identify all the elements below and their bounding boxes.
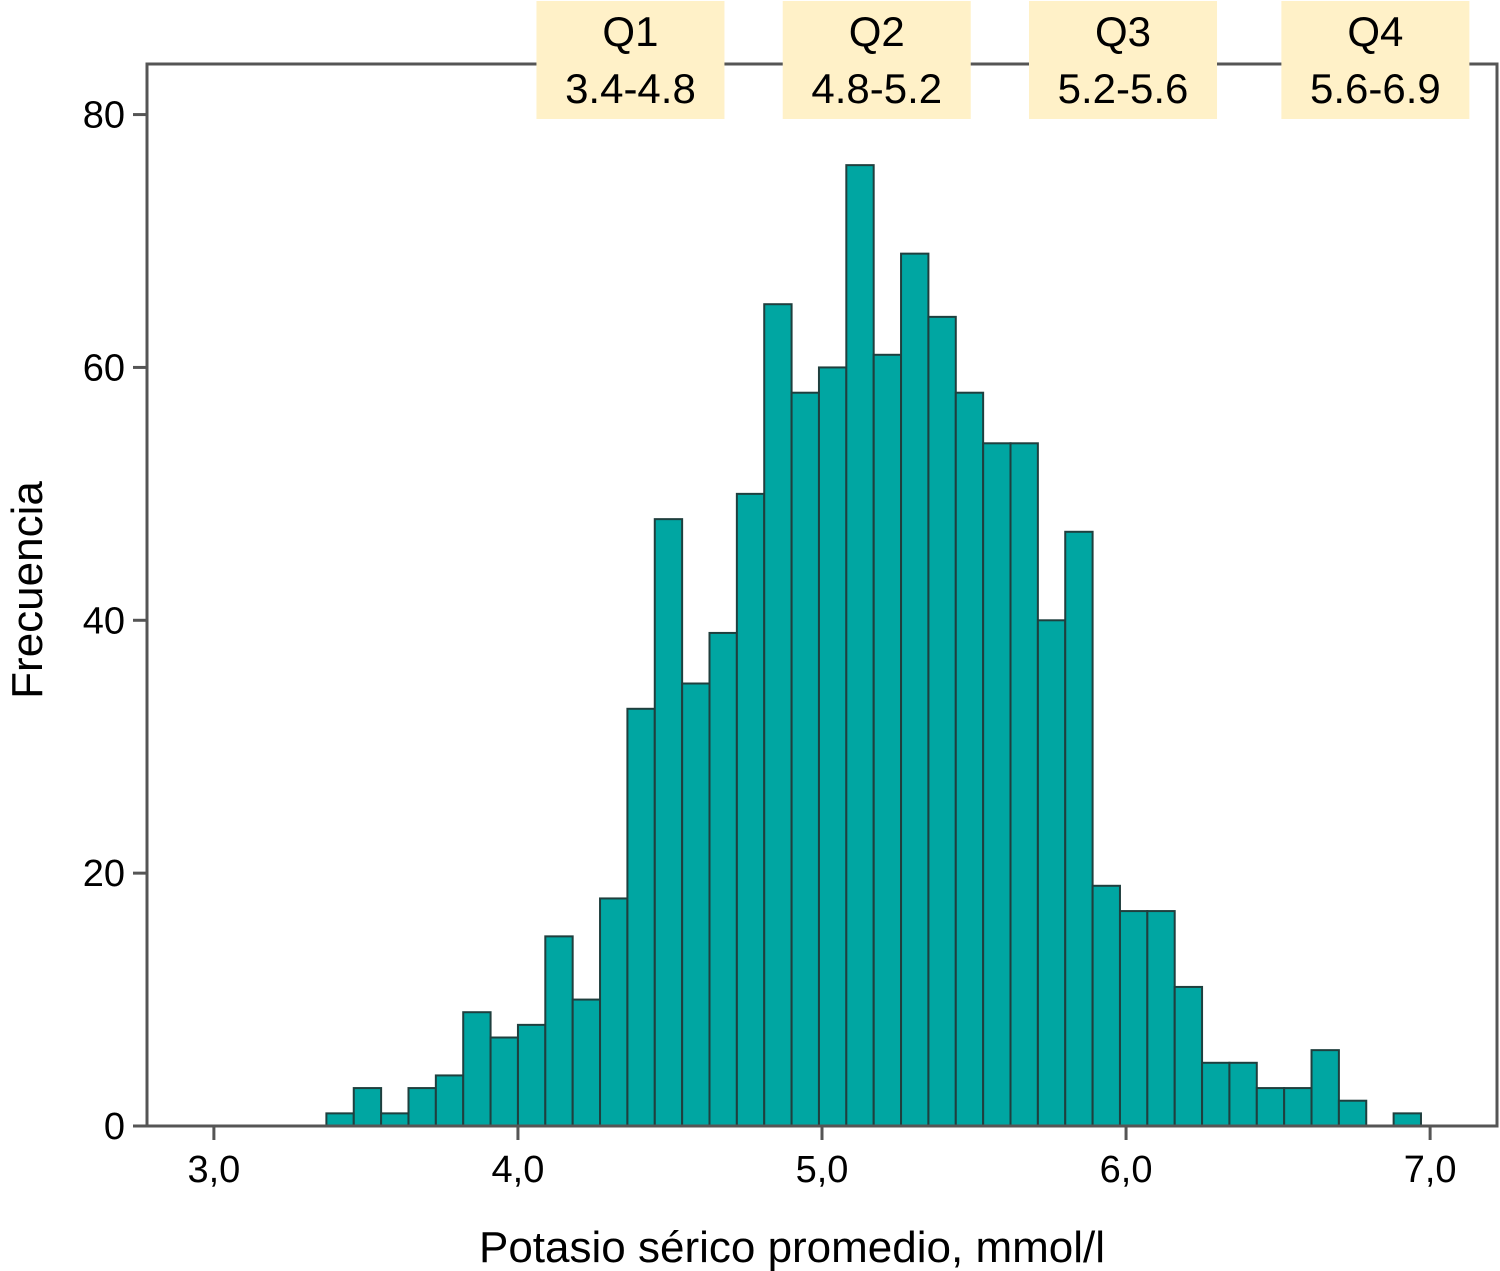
- x-tick-label-0: 3,0: [187, 1149, 240, 1191]
- histogram-bar-26: [1036, 619, 1067, 1127]
- histogram-bar-19: [845, 164, 875, 1127]
- x-tick-label-4: 7,0: [1404, 1149, 1457, 1191]
- histogram-bar-9: [571, 998, 602, 1128]
- histogram-bar-33: [1228, 1061, 1258, 1128]
- histogram-bar-25: [1009, 442, 1039, 1128]
- histogram-bar-10: [599, 897, 629, 1127]
- histogram-bar-15: [735, 492, 766, 1127]
- histogram-bar-35: [1283, 1087, 1313, 1127]
- histogram-bar-11: [626, 707, 656, 1127]
- histogram-bar-7: [516, 1023, 547, 1127]
- bars-group: [325, 164, 1422, 1128]
- histogram-bar-4: [434, 1074, 465, 1128]
- quartile-range-2: 4.8-5.2: [811, 65, 942, 112]
- histogram-bar-27: [1064, 530, 1094, 1127]
- histogram-bar-28: [1091, 884, 1121, 1127]
- histogram-bar-0: [325, 1112, 355, 1127]
- y-tick-label-4: 80: [83, 95, 125, 137]
- histogram-bar-12: [653, 518, 684, 1127]
- quartile-labels: Q1 3.4-4.8 Q2 4.8-5.2 Q3 5.2-5.6 Q4 5.6-6.9: [536, 1, 1470, 119]
- histogram-bar-37: [1337, 1099, 1368, 1127]
- histogram-bar-32: [1201, 1061, 1231, 1128]
- y-axis-title: Frecuencia: [3, 481, 52, 699]
- quartile-name-1: Q1: [602, 8, 658, 55]
- x-tick-label-3: 6,0: [1100, 1149, 1153, 1191]
- x-tick-label-2: 5,0: [796, 1149, 849, 1191]
- histogram-bar-13: [681, 682, 711, 1127]
- histogram-bar-30: [1146, 910, 1176, 1127]
- quartile-range-3: 5.2-5.6: [1058, 65, 1189, 112]
- y-tick-label-3: 60: [83, 347, 125, 389]
- quartile-box-3: [1029, 1, 1218, 119]
- y-axis: 0 20 40 60 80: [83, 95, 147, 1148]
- histogram-bar-36: [1310, 1049, 1340, 1128]
- histogram-bar-6: [489, 1036, 519, 1127]
- quartile-box-2: [782, 1, 971, 119]
- quartile-range-4: 5.6-6.9: [1310, 65, 1441, 112]
- quartile-range-1: 3.4-4.8: [565, 65, 696, 112]
- histogram-bar-34: [1255, 1087, 1286, 1127]
- y-tick-label-1: 20: [83, 853, 125, 895]
- histogram-bar-39: [1392, 1112, 1422, 1127]
- histogram-bar-21: [900, 252, 930, 1127]
- x-axis: 3,0 4,0 5,0 6,0 7,0: [187, 1126, 1457, 1191]
- quartile-box-4: [1281, 1, 1470, 119]
- histogram-bar-20: [872, 353, 903, 1128]
- quartile-name-2: Q2: [849, 8, 905, 55]
- x-axis-title: Potasio sérico promedio, mmol/l: [479, 1223, 1105, 1271]
- histogram-bar-14: [708, 631, 738, 1127]
- x-tick-label-1: 4,0: [492, 1149, 545, 1191]
- histogram-bar-24: [982, 442, 1012, 1128]
- y-tick-label-2: 40: [83, 600, 125, 642]
- histogram-bar-5: [462, 1011, 492, 1128]
- histogram-bar-17: [790, 391, 820, 1127]
- quartile-name-4: Q4: [1347, 8, 1403, 55]
- histogram-bar-29: [1118, 910, 1149, 1127]
- histogram-bar-23: [954, 391, 985, 1127]
- histogram-bar-16: [763, 303, 793, 1127]
- histogram-bar-31: [1173, 985, 1204, 1127]
- quartile-name-3: Q3: [1095, 8, 1151, 55]
- histogram-bar-18: [817, 366, 848, 1127]
- histogram-bar-22: [927, 315, 957, 1127]
- quartile-box-1: [536, 1, 725, 119]
- histogram-bar-3: [407, 1087, 437, 1127]
- y-tick-label-0: 0: [104, 1106, 125, 1148]
- histogram-bar-2: [380, 1112, 410, 1127]
- histogram-bar-8: [544, 935, 574, 1127]
- histogram-bar-1: [352, 1087, 383, 1127]
